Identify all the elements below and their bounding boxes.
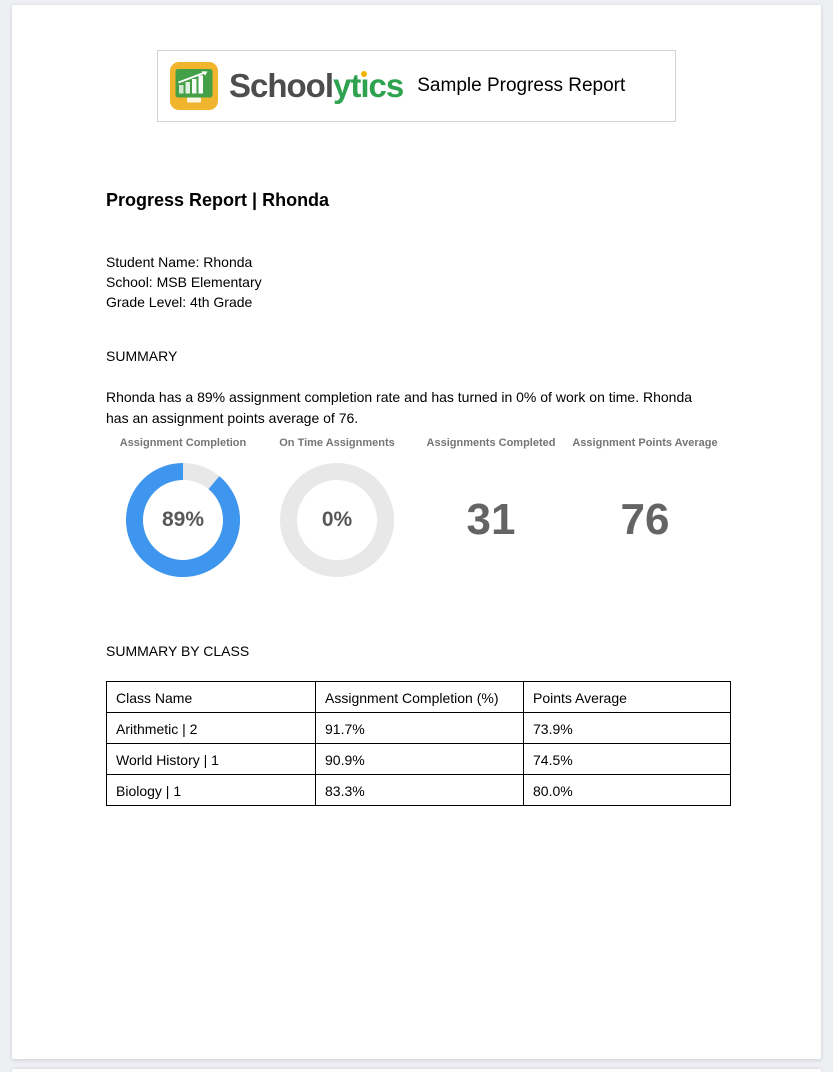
stat-label: Assignment Completion: [119, 437, 247, 449]
brand-wordmark-cs: cs: [368, 67, 405, 104]
summary-section-label: SUMMARY: [106, 348, 178, 364]
table-cell-completion: 83.3%: [315, 774, 524, 806]
brand-wordmark-yt: yt: [333, 67, 361, 104]
table-header-class-name: Class Name: [106, 681, 316, 713]
summary-paragraph-line2: has an assignment points average of 76.: [106, 410, 359, 426]
table-row: World History | 1 90.9% 74.5%: [106, 743, 731, 775]
table-cell-class-name: Biology | 1: [106, 774, 316, 806]
student-name-line: Student Name: Rhonda: [106, 254, 253, 270]
table-row: Biology | 1 83.3% 80.0%: [106, 774, 731, 806]
summary-by-class-section-label: SUMMARY BY CLASS: [106, 643, 250, 659]
brand-wordmark-i: ı: [360, 62, 369, 110]
report-page: Schoolytıcs Sample Progress Report Progr…: [12, 5, 821, 1059]
stat-label: Assignment Points Average: [572, 437, 718, 449]
student-school-line: School: MSB Elementary: [106, 274, 262, 290]
table-cell-points: 80.0%: [523, 774, 731, 806]
schoolytics-chalkboard-chart-icon: [170, 62, 218, 110]
summary-stats-row: Assignment Completion 89% On Time Assign…: [106, 437, 722, 577]
table-cell-points: 73.9%: [523, 712, 731, 744]
brand-wordmark-school: School: [229, 67, 334, 104]
table-cell-class-name: Arithmetic | 2: [106, 712, 316, 744]
assignments-completed-number: 31: [434, 463, 548, 577]
table-header-assignment-completion: Assignment Completion (%): [315, 681, 524, 713]
student-info-block: Student Name: Rhonda School: MSB Element…: [106, 252, 730, 312]
stat-card-assignment-completion: Assignment Completion 89%: [106, 437, 260, 577]
stat-number-text: 31: [466, 495, 516, 544]
stat-card-on-time-assignments: On Time Assignments 0%: [260, 437, 414, 577]
stat-label: On Time Assignments: [279, 437, 395, 449]
progress-report-heading: Progress Report | Rhonda: [106, 190, 330, 210]
next-page-top-edge: [12, 1069, 821, 1072]
table-header-points-average: Points Average: [523, 681, 731, 713]
assignment-completion-donut-chart: 89%: [126, 463, 240, 577]
stat-number-text: 76: [620, 495, 670, 544]
class-summary-table: Class Name Assignment Completion (%) Poi…: [106, 681, 731, 806]
summary-paragraph: Rhonda has a 89% assignment completion r…: [106, 387, 730, 429]
table-header-row: Class Name Assignment Completion (%) Poi…: [106, 681, 731, 713]
table-cell-completion: 91.7%: [315, 712, 524, 744]
donut-value-text: 0%: [321, 508, 353, 531]
brand-header-box: Schoolytıcs Sample Progress Report: [157, 50, 676, 122]
stat-label: Assignments Completed: [426, 437, 556, 449]
donut-value-text: 89%: [161, 508, 205, 531]
table-cell-points: 74.5%: [523, 743, 731, 775]
stat-card-assignments-completed: Assignments Completed 31: [414, 437, 568, 577]
assignment-points-average-number: 76: [588, 463, 702, 577]
table-cell-completion: 90.9%: [315, 743, 524, 775]
donut-gauge-icon: [280, 463, 394, 577]
table-row: Arithmetic | 2 91.7% 73.9%: [106, 712, 731, 744]
table-cell-class-name: World History | 1: [106, 743, 316, 775]
report-content: Progress Report | Rhonda Student Name: R…: [12, 190, 821, 806]
report-title: Sample Progress Report: [417, 75, 626, 96]
on-time-assignments-donut-chart: 0%: [280, 463, 394, 577]
student-grade-line: Grade Level: 4th Grade: [106, 294, 253, 310]
brand-wordmark: Schoolytıcs: [229, 62, 405, 110]
stat-card-assignment-points-average: Assignment Points Average 76: [568, 437, 722, 577]
donut-gauge-icon: [126, 463, 240, 577]
summary-paragraph-line1: Rhonda has a 89% assignment completion r…: [106, 389, 693, 405]
